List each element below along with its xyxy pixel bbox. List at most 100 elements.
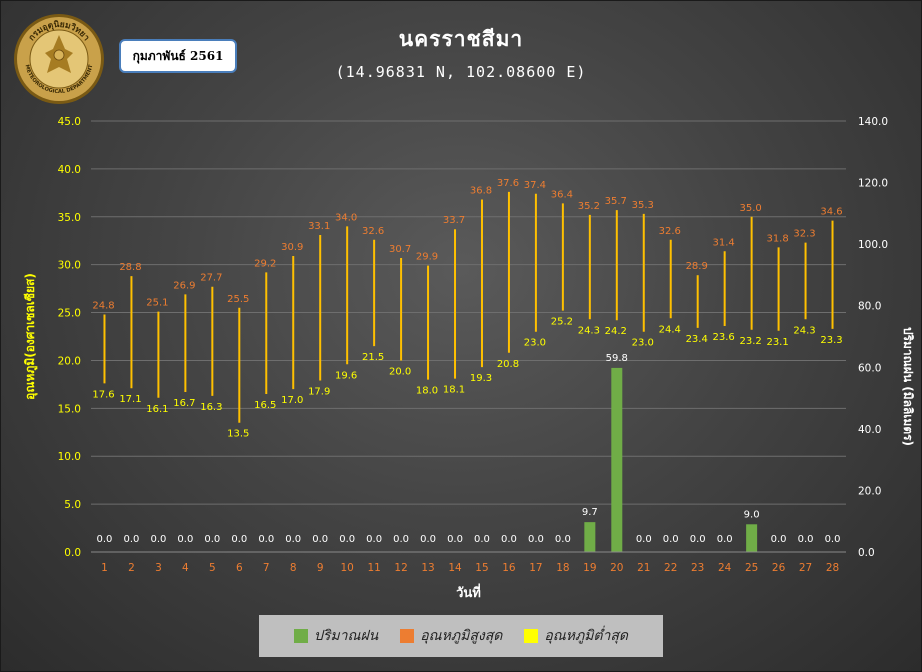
x-tick-label: 17 [529,562,542,574]
x-tick-label: 13 [421,562,434,574]
rain-label: 9.0 [744,509,760,520]
x-tick-label: 26 [772,562,786,574]
tmin-label: 18.1 [443,385,465,396]
y-tick-left: 5.0 [64,499,81,511]
tmax-label: 33.7 [443,215,465,226]
tmin-label: 23.2 [739,336,761,347]
rain-bar [584,522,596,552]
y-axis-title-left: อุณหภูมิ(องศาเซลเซียส) [23,273,38,400]
rain-label: 0.0 [231,534,247,545]
x-tick-label: 19 [583,562,596,574]
tmin-label: 17.9 [308,387,330,398]
x-tick-label: 20 [610,562,623,574]
x-tick-label: 15 [475,562,488,574]
y-tick-left: 0.0 [64,547,81,559]
rain-bar [611,367,623,552]
rain-label: 0.0 [393,534,409,545]
rain-label: 0.0 [366,534,382,545]
rain-label: 0.0 [474,534,490,545]
rain-label: 0.0 [528,534,544,545]
x-tick-label: 3 [155,562,162,574]
tmax-label: 24.8 [92,300,114,311]
rain-label: 0.0 [177,534,193,545]
x-tick-label: 23 [691,562,704,574]
tmax-label: 26.9 [173,280,195,291]
tmin-label: 21.5 [362,352,384,363]
tmax-label: 28.9 [686,261,708,272]
x-tick-label: 1 [101,562,108,574]
tmax-label: 29.9 [416,252,438,263]
legend-item-tmin: อุณหภูมิต่ำสุด [524,625,628,647]
tmin-label: 17.6 [92,389,114,400]
x-tick-label: 2 [128,562,135,574]
rain-label: 0.0 [447,534,463,545]
x-tick-label: 9 [317,562,324,574]
tmin-label: 16.7 [173,398,195,409]
tmax-label: 31.8 [766,233,788,244]
x-tick-label: 21 [637,562,650,574]
x-tick-label: 16 [502,562,516,574]
tmin-label: 23.4 [686,334,708,345]
y-tick-left: 25.0 [58,308,81,320]
tmin-label: 24.4 [659,324,681,335]
tmin-label: 20.0 [389,366,411,377]
rain-label: 0.0 [717,534,733,545]
x-tick-label: 6 [236,562,243,574]
tmin-label: 16.3 [200,402,222,413]
tmin-label: 16.1 [146,404,168,415]
tmin-label: 13.5 [227,429,249,440]
rain-label: 9.7 [582,507,598,518]
y-tick-right: 20.0 [858,485,881,497]
month-label: กุมภาพันธ์ 2561 [132,48,224,63]
rain-label: 59.8 [606,353,628,364]
legend-swatch-tmin [524,629,539,643]
rain-bar [746,524,758,552]
y-axis-title-right: ปริมาณฝน (มิลลิเมตร) [901,327,915,446]
tmax-label: 30.7 [389,244,411,255]
rain-label: 0.0 [123,534,139,545]
y-tick-left: 35.0 [58,212,81,224]
rain-label: 0.0 [204,534,220,545]
tmin-label: 18.0 [416,386,438,397]
tmax-label: 37.6 [497,178,519,189]
legend-swatch-rain [293,629,308,643]
y-tick-right: 80.0 [858,301,881,313]
tmax-label: 32.3 [793,229,815,240]
tmin-label: 23.0 [524,338,546,349]
rain-label: 0.0 [690,534,706,545]
x-tick-label: 8 [290,562,297,574]
tmax-label: 29.2 [254,258,276,269]
x-tick-label: 12 [394,562,407,574]
legend-label-tmin: อุณหภูมิต่ำสุด [544,628,629,644]
tmax-label: 31.4 [713,237,735,248]
rain-label: 0.0 [97,534,113,545]
rain-label: 0.0 [339,534,355,545]
tmd-logo: กรมอุตุนิยมวิทยา METEOROLOGICAL DEPARTME… [14,14,104,104]
tmax-label: 36.4 [551,189,573,200]
rain-label: 0.0 [663,534,679,545]
tmin-label: 24.3 [578,325,600,336]
y-tick-right: 60.0 [858,362,881,374]
rain-label: 0.0 [150,534,166,545]
tmin-label: 16.5 [254,400,276,411]
legend-swatch-tmax [400,629,415,643]
legend-label-rain: ปริมาณฝน [313,628,379,644]
rain-label: 0.0 [285,534,301,545]
y-tick-left: 15.0 [58,403,81,415]
rain-label: 0.0 [501,534,517,545]
tmax-label: 27.7 [200,273,222,284]
x-tick-label: 25 [745,562,758,574]
tmin-label: 23.1 [766,337,788,348]
tmin-label: 19.3 [470,373,492,384]
y-tick-left: 20.0 [58,355,81,367]
tmax-label: 32.6 [659,226,681,237]
x-tick-label: 10 [340,562,353,574]
x-tick-label: 5 [209,562,216,574]
tmin-label: 23.3 [820,335,842,346]
x-tick-label: 24 [718,562,732,574]
x-tick-label: 18 [556,562,569,574]
rain-label: 0.0 [636,534,652,545]
month-label-box: กุมภาพันธ์ 2561 [119,39,237,73]
